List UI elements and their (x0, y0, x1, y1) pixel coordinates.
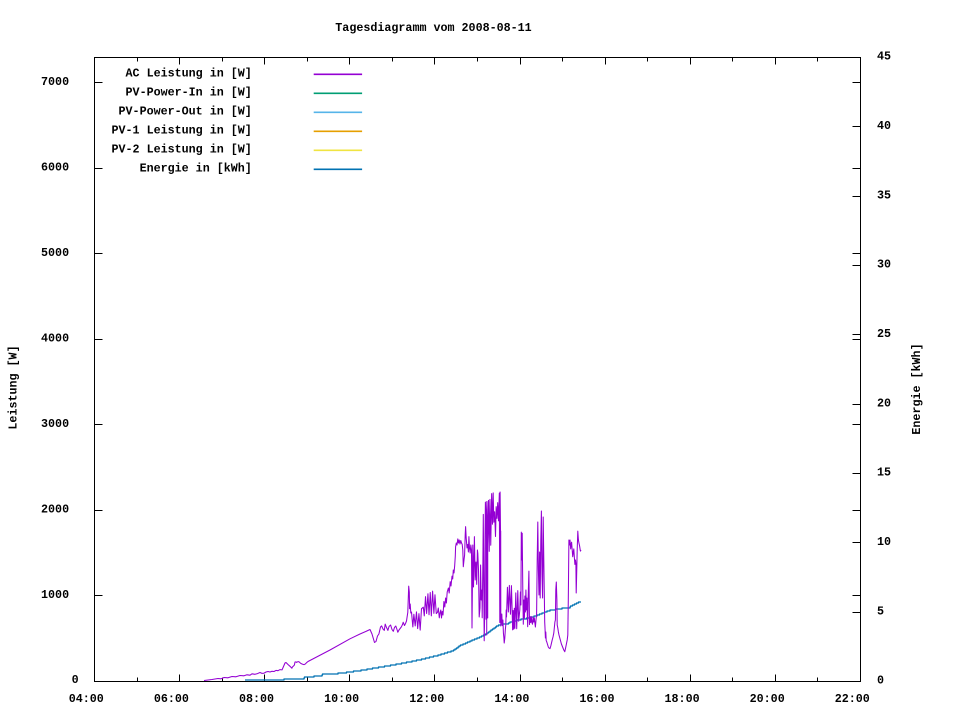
svg-text:08:00: 08:00 (239, 692, 274, 706)
svg-text:20:00: 20:00 (750, 692, 785, 706)
svg-text:3000: 3000 (41, 417, 69, 431)
svg-text:Energie in [kWh]: Energie in [kWh] (140, 161, 252, 175)
svg-text:7000: 7000 (41, 75, 69, 89)
svg-text:18:00: 18:00 (665, 692, 700, 706)
svg-text:Energie [kWh]: Energie [kWh] (910, 343, 924, 434)
svg-text:35: 35 (877, 188, 891, 202)
svg-text:PV-2 Leistung in [W]: PV-2 Leistung in [W] (112, 142, 252, 156)
svg-text:6000: 6000 (41, 160, 69, 174)
svg-text:AC Leistung in [W]: AC Leistung in [W] (126, 66, 252, 80)
svg-text:5000: 5000 (41, 246, 69, 260)
svg-text:15: 15 (877, 466, 891, 480)
svg-text:PV-1 Leistung in [W]: PV-1 Leistung in [W] (112, 123, 252, 137)
svg-text:22:00: 22:00 (835, 692, 870, 706)
svg-text:10:00: 10:00 (324, 692, 359, 706)
svg-text:4000: 4000 (41, 332, 69, 346)
svg-text:30: 30 (877, 258, 891, 272)
svg-text:04:00: 04:00 (69, 692, 104, 706)
svg-text:25: 25 (877, 327, 891, 341)
svg-text:PV-Power-Out in [W]: PV-Power-Out in [W] (119, 104, 252, 118)
svg-text:0: 0 (877, 674, 884, 688)
svg-text:PV-Power-In in [W]: PV-Power-In in [W] (126, 85, 252, 99)
svg-text:12:00: 12:00 (409, 692, 444, 706)
svg-text:06:00: 06:00 (154, 692, 189, 706)
svg-text:Leistung [W]: Leistung [W] (7, 345, 21, 429)
svg-text:40: 40 (877, 119, 891, 133)
svg-text:10: 10 (877, 535, 891, 549)
svg-text:14:00: 14:00 (494, 692, 529, 706)
svg-text:5: 5 (877, 604, 884, 618)
svg-text:20: 20 (877, 396, 891, 410)
svg-text:0: 0 (72, 673, 79, 687)
svg-text:45: 45 (877, 50, 891, 64)
svg-text:2000: 2000 (41, 503, 69, 517)
svg-text:1000: 1000 (41, 588, 69, 602)
svg-text:16:00: 16:00 (579, 692, 614, 706)
svg-text:Tagesdiagramm vom 2008-08-11: Tagesdiagramm vom 2008-08-11 (335, 21, 531, 35)
